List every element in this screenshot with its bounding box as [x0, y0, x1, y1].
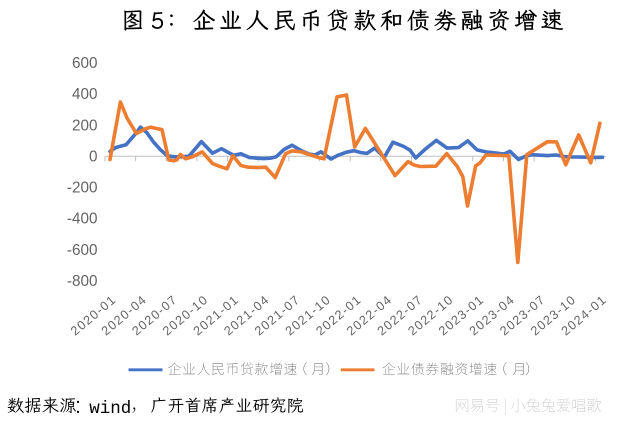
svg-text:-600: -600 — [67, 242, 98, 259]
svg-text:600: 600 — [72, 55, 98, 72]
svg-text:wind: wind — [89, 399, 131, 419]
svg-text:-400: -400 — [67, 211, 98, 228]
svg-text:-800: -800 — [67, 273, 98, 290]
svg-text:-200: -200 — [67, 180, 98, 197]
svg-text:0: 0 — [89, 148, 98, 165]
svg-text:200: 200 — [72, 117, 98, 134]
svg-text:400: 400 — [72, 86, 98, 103]
